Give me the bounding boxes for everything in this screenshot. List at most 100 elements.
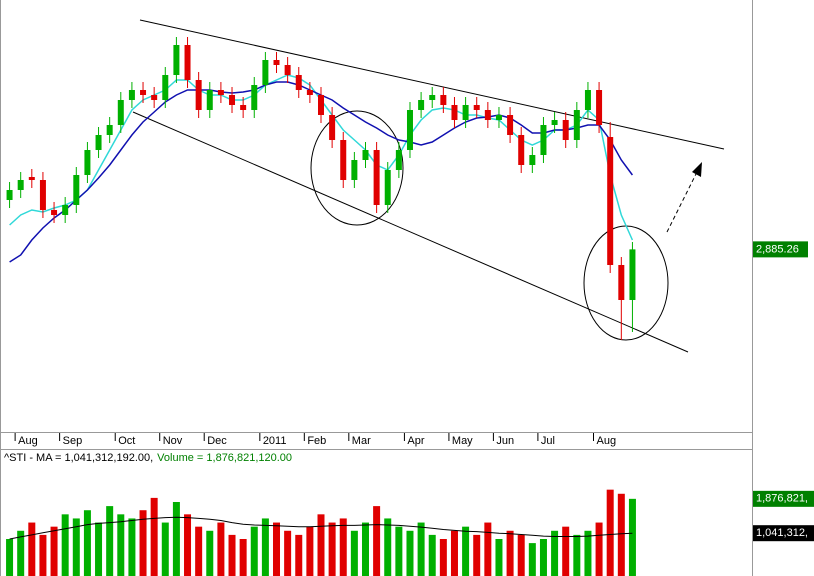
volume-ma-line [9, 516, 633, 540]
volume-bar [484, 522, 492, 576]
candle-body [262, 60, 269, 85]
volume-bar [539, 539, 547, 576]
volume-bar [306, 526, 314, 576]
candle-body [473, 105, 480, 110]
candle-body [607, 137, 614, 265]
candle-body [17, 180, 24, 190]
volume-bar [439, 539, 447, 576]
volume-bar [317, 514, 325, 576]
volume-bar [206, 530, 214, 576]
trend-line [132, 111, 689, 353]
candle-body [395, 150, 402, 170]
candle-body [562, 120, 569, 140]
candle-body [306, 90, 313, 95]
candle-body [28, 177, 35, 180]
candle-body [151, 95, 158, 100]
volume-bar [551, 530, 559, 576]
volume-bar [83, 510, 91, 576]
x-tick-label: Sep [63, 435, 83, 447]
candle-body [440, 95, 447, 105]
candle-body [551, 120, 558, 125]
volume-bar [39, 534, 47, 576]
x-tick-label: Aug [18, 435, 38, 447]
candle-body [6, 190, 13, 200]
volume-bar [61, 514, 69, 576]
volume-bar [106, 506, 114, 576]
candle-body [629, 249, 636, 300]
candle-body [362, 150, 369, 160]
candle-body [495, 115, 502, 120]
arrow-head [692, 162, 702, 177]
candle-body [418, 100, 425, 110]
volume-bar [172, 502, 180, 576]
candle-body [117, 100, 124, 125]
volume-bar [273, 522, 281, 576]
volume-bar [217, 522, 225, 576]
x-tick-label: Jul [541, 435, 555, 447]
candle-body [373, 150, 380, 205]
volume-legend: Volume = 1,876,821,120.00 [157, 452, 292, 464]
volume-legend: ^STI - MA = 1,041,312,192.00, [4, 452, 153, 464]
x-tick-label: Dec [207, 435, 227, 447]
volume-bar [584, 530, 592, 576]
candle-body [251, 85, 258, 110]
candle-body [596, 90, 603, 125]
candle-body [240, 105, 247, 110]
candle-body [462, 105, 469, 120]
candle-body [162, 75, 169, 100]
candle-body [573, 110, 580, 140]
candle-body [351, 160, 358, 180]
volume-bar [339, 518, 347, 576]
highlight-circle [310, 110, 404, 226]
candle-body [51, 210, 58, 215]
volume-label: 1,876,821, [756, 493, 808, 505]
volume-bar [284, 530, 292, 576]
volume-bar [295, 534, 303, 576]
volume-bar [406, 530, 414, 576]
candle-body [329, 115, 336, 140]
candle-body [340, 140, 347, 180]
volume-label-box [753, 490, 814, 507]
volume-bar [28, 522, 36, 576]
volume-bar [150, 497, 158, 576]
candle-body [140, 90, 147, 95]
volume-bar [228, 534, 236, 576]
x-tick-label: May [452, 435, 473, 447]
volume-bar [261, 518, 269, 576]
candle-body [73, 175, 80, 205]
volume-bar [328, 522, 336, 576]
last-price-box [753, 241, 808, 258]
candle-body [273, 60, 280, 65]
volume-bar [428, 534, 436, 576]
plot: Aug Sep Oct Nov Dec 2011 Feb Mar Apr May Jun Jul Aug… [6, 37, 814, 576]
x-tick-label: 2011 [263, 435, 287, 447]
candle-body [206, 90, 213, 110]
candle-body [429, 95, 436, 100]
volume-bar [573, 534, 581, 576]
candle-body [295, 75, 302, 90]
candle-body [229, 95, 236, 105]
volume-bar [239, 539, 247, 576]
candle-body [518, 135, 525, 165]
last-price-label: 2,885.26 [756, 243, 799, 255]
volume-bar [95, 522, 103, 576]
candle-body [529, 155, 536, 165]
x-tick-label: Apr [407, 435, 424, 447]
trend-line [139, 19, 725, 150]
candle-body [284, 65, 291, 75]
volume-bar [195, 526, 203, 576]
volume-bar [50, 526, 58, 576]
volume-bar [462, 526, 470, 576]
volume-bar [495, 539, 503, 576]
x-tick-label: Jun [496, 435, 514, 447]
volume-bar [628, 498, 636, 576]
volume-bar [384, 518, 392, 576]
volume-bar [517, 534, 525, 576]
volume-bar [350, 530, 358, 576]
candle-body [507, 115, 514, 135]
volume-bar [139, 510, 147, 576]
volume-bar [595, 522, 603, 576]
volume-bar [361, 522, 369, 576]
candle-body [618, 265, 625, 300]
